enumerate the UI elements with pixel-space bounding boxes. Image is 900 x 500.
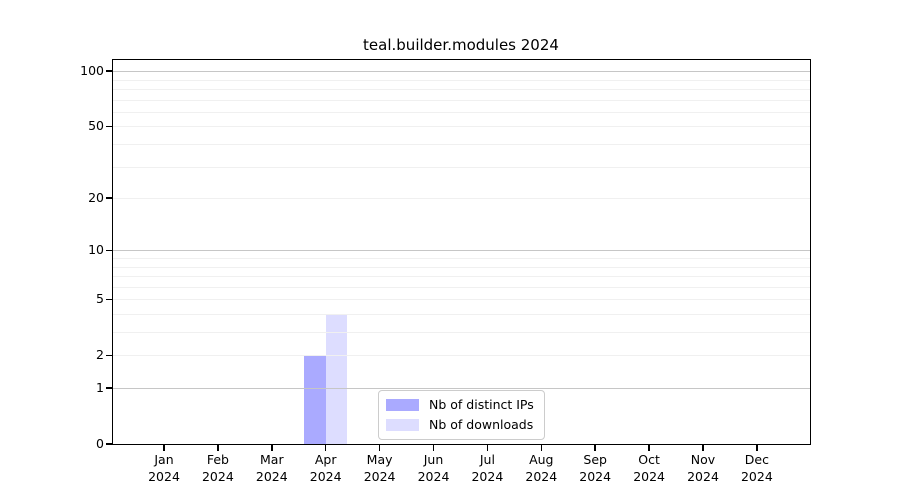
year-label: 2024 [201,469,234,484]
year-label: 2024 [633,469,665,484]
gridline-minor [113,355,810,357]
y-axis-tick [106,125,113,128]
y-axis-tick [106,354,113,356]
y-axis-tick-label: 1 [96,380,104,395]
x-axis-tick [432,444,435,451]
year-label: 2024 [740,469,773,484]
x-axis-tick [271,444,273,451]
gridline-minor [113,258,810,259]
gridline-major [113,250,810,252]
x-axis-tick-label: May 2024 [344,451,416,485]
x-axis-tick [378,444,381,451]
legend-row-distinct-ips: Nb of distinct IPs [386,397,534,412]
year-label: 2024 [525,469,558,484]
y-axis-tick-label: 50 [88,118,104,134]
bar-nb-of-distinct-ips-apr [304,355,326,444]
gridline-major [113,388,810,389]
x-axis-tick [702,444,704,451]
gridline-minor [113,266,810,268]
legend-label-downloads: Nb of downloads [429,417,534,432]
legend: Nb of distinct IPs Nb of downloads [378,390,545,440]
year-label: 2024 [363,469,396,484]
month-label: Apr [314,452,337,467]
month-label: Jan [154,452,174,467]
x-axis-tick-label: Jul 2024 [451,451,523,485]
y-axis-tick [106,387,113,389]
x-axis-tick [756,444,758,451]
gridline-minor [113,276,810,278]
y-axis-tick [106,197,113,199]
month-label: Jul [479,452,495,467]
gridline-minor [113,111,810,113]
gridline-minor [113,99,810,101]
x-axis-tick-label: Oct 2024 [613,451,685,485]
x-axis-tick [217,444,219,451]
x-axis-tick-label: Dec 2024 [721,451,793,485]
month-label: May [366,452,393,467]
gridline-minor [113,126,810,128]
month-label: Mar [260,452,284,467]
chart-title: teal.builder.modules 2024 [363,36,559,54]
year-label: 2024 [255,469,288,484]
gridline-minor [113,166,810,168]
y-axis-tick-label: 100 [80,63,104,79]
year-label: 2024 [417,469,450,484]
x-axis-tick-label: Feb 2024 [182,451,254,485]
gridline-minor [113,198,810,200]
gridline-minor [113,144,810,146]
month-label: Nov [690,452,716,467]
y-axis-tick-label: 20 [88,190,104,206]
gridline-minor [113,299,810,301]
y-axis-tick [106,70,113,72]
x-axis-tick-label: Jan 2024 [128,451,200,485]
y-axis-tick-label: 10 [88,242,104,258]
y-axis-tick [106,298,113,300]
x-axis-tick-label: Apr 2024 [290,451,362,485]
legend-label-distinct-ips: Nb of distinct IPs [429,397,534,412]
year-label: 2024 [579,469,612,484]
gridline-major [113,71,810,73]
y-axis-tick [106,443,113,445]
month-label: Feb [206,452,229,467]
x-axis-tick-label: Nov 2024 [667,451,739,485]
x-axis-tick [163,444,165,451]
month-label: Dec [744,452,769,467]
year-label: 2024 [309,469,342,484]
x-axis-tick [648,444,650,451]
y-axis-tick [106,249,113,252]
gridline-minor [113,89,810,91]
y-axis-tick-label: 5 [96,291,104,307]
year-label: 2024 [687,469,719,484]
gridline-minor [113,79,810,81]
x-axis-tick [324,444,327,451]
gridline-minor [113,313,810,315]
plot-area [113,60,810,444]
x-axis-tick-label: Aug 2024 [505,451,577,485]
y-axis-tick-label: 0 [96,436,104,451]
x-axis-tick [540,444,543,451]
month-label: Aug [529,452,554,467]
year-label: 2024 [471,469,504,484]
legend-row-downloads: Nb of downloads [386,417,534,432]
month-label: Sep [583,452,607,467]
month-label: Oct [638,452,660,467]
x-axis-tick-label: Mar 2024 [236,451,308,485]
x-axis-tick-label: Jun 2024 [398,451,470,485]
legend-swatch-distinct-ips [386,398,419,411]
legend-swatch-downloads [386,418,419,431]
x-axis-tick [594,444,596,451]
x-axis-tick [486,444,489,451]
gridline-minor [113,286,810,288]
gridline-minor [113,332,810,334]
month-label: Jun [423,452,444,467]
bar-nb-of-downloads-apr [325,313,348,444]
y-axis-tick-label: 2 [96,347,104,363]
x-axis-tick-label: Sep 2024 [559,451,631,485]
year-label: 2024 [148,469,180,484]
